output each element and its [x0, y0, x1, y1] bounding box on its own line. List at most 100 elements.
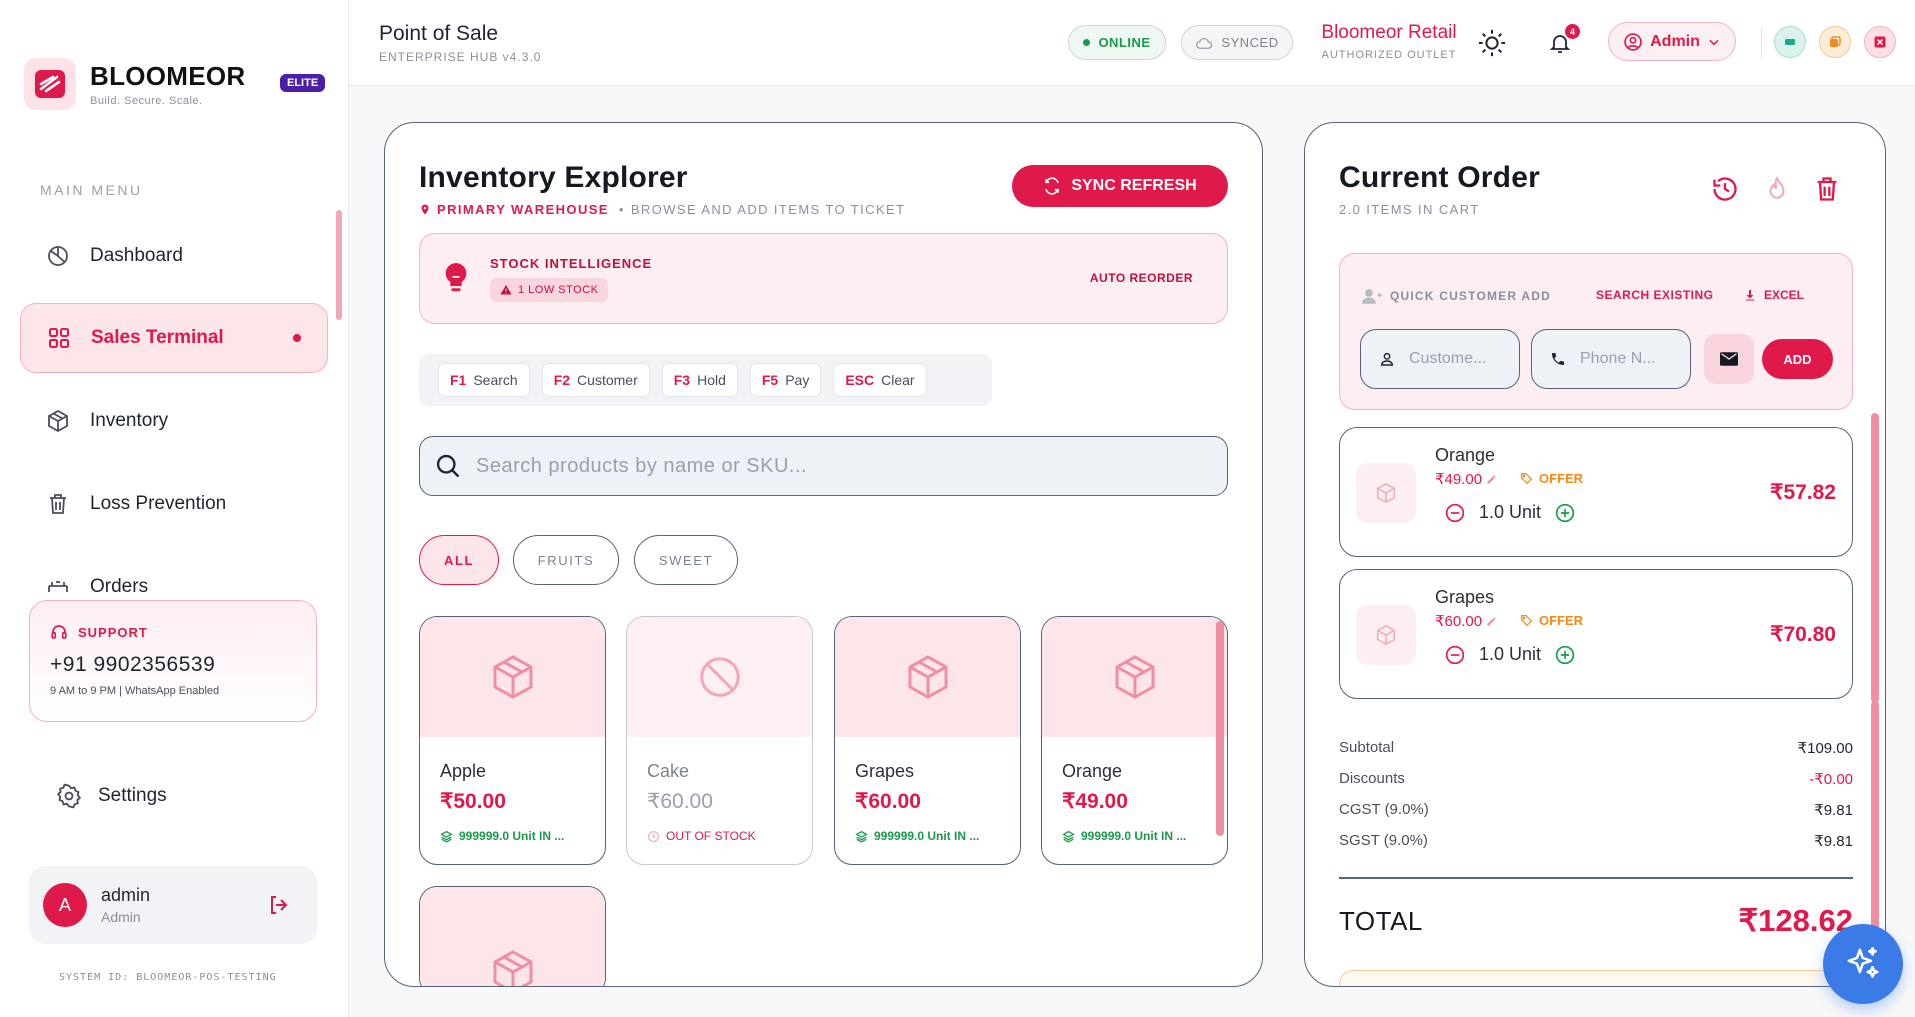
warning-icon: [500, 285, 512, 295]
restore-icon: [1830, 36, 1841, 47]
history-icon[interactable]: [1711, 175, 1739, 203]
brand[interactable]: BLOOMEOR Build. Secure. Scale.: [24, 58, 246, 110]
minus-circle-icon[interactable]: [1445, 503, 1465, 523]
summary-value: ₹109.00: [1797, 740, 1853, 757]
bell-icon: [1549, 35, 1571, 53]
cart-item-price[interactable]: ₹49.00: [1435, 470, 1497, 488]
minimize-button[interactable]: [1774, 26, 1806, 58]
total-label: TOTAL: [1339, 905, 1423, 936]
active-dot: [293, 334, 301, 342]
shortcut-hold[interactable]: F3 Hold: [661, 363, 738, 397]
auto-reorder-button[interactable]: AUTO REORDER: [1089, 271, 1193, 285]
order-scrollbar[interactable]: [1871, 701, 1879, 981]
product-grid-scrollbar[interactable]: [1216, 621, 1224, 836]
synced-label: SYNCED: [1221, 35, 1279, 50]
product-card-apple[interactable]: Apple ₹50.00 999999.0 Unit IN ...: [419, 616, 606, 865]
sidebar-item-orders[interactable]: Orders: [20, 550, 328, 592]
shortcut-key: F5: [761, 372, 779, 388]
summary-subtotal: Subtotal ₹109.00: [1339, 739, 1853, 757]
plus-circle-icon[interactable]: [1555, 645, 1575, 665]
sidebar-scrollbar[interactable]: [336, 210, 342, 320]
support-card[interactable]: SUPPORT +91 9902356539 9 AM to 9 PM | Wh…: [29, 600, 317, 722]
summary-label: SGST (9.0%): [1339, 832, 1428, 849]
support-label: SUPPORT: [78, 624, 148, 640]
cart-item-grapes[interactable]: Grapes ₹60.00 OFFER 1.0 Unit ₹70.80: [1339, 569, 1853, 699]
cart-item-price[interactable]: ₹60.00: [1435, 612, 1497, 630]
search-existing-button[interactable]: SEARCH EXISTING: [1596, 288, 1714, 302]
customer-phone-field[interactable]: [1531, 329, 1691, 389]
low-stock-badge[interactable]: 1 LOW STOCK: [490, 278, 609, 302]
page-title: Point of Sale: [379, 22, 499, 45]
stock-label: OUT OF STOCK: [666, 829, 756, 843]
topbar: Point of Sale ENTERPRISE HUB v4.3.0 ONLI…: [349, 0, 1915, 86]
customer-name-field[interactable]: [1360, 329, 1520, 389]
excel-button[interactable]: EXCEL: [1744, 288, 1804, 302]
customer-name-input[interactable]: [1409, 350, 1509, 368]
notifications-button[interactable]: 4: [1548, 24, 1580, 61]
product-card-partial[interactable]: [419, 886, 606, 986]
sidebar-item-label: Dashboard: [90, 245, 183, 266]
headset-icon: [51, 625, 67, 639]
close-button[interactable]: [1864, 26, 1896, 58]
ai-assistant-button[interactable]: [1823, 924, 1903, 1004]
shortcut-key: F2: [553, 372, 571, 388]
quantity-stepper: 1.0 Unit: [1445, 644, 1575, 665]
shortcut-search[interactable]: F1 Search: [438, 363, 530, 397]
box-icon: [493, 655, 532, 699]
shortcut-clear[interactable]: ESC Clear: [833, 363, 927, 397]
product-card-cake[interactable]: Cake ₹60.00 OUT OF STOCK: [626, 616, 813, 865]
trash-icon[interactable]: [1813, 175, 1841, 203]
category-sweet[interactable]: SWEET: [634, 535, 738, 585]
brand-logo: [24, 58, 76, 110]
product-card-grapes[interactable]: Grapes ₹60.00 999999.0 Unit IN ...: [834, 616, 1021, 865]
sidebar-item-dashboard[interactable]: Dashboard: [20, 221, 328, 291]
bullet: •: [618, 202, 625, 217]
settings-link[interactable]: Settings: [56, 783, 167, 809]
store-sub: AUTHORIZED OUTLET: [1321, 49, 1457, 61]
sidebar-item-sales-terminal[interactable]: Sales Terminal: [20, 303, 328, 373]
payment-panel-edge[interactable]: [1339, 970, 1853, 986]
pie-chart-icon: [48, 246, 68, 266]
offer-tag[interactable]: OFFER: [1520, 471, 1583, 486]
stock-intelligence-banner: STOCK INTELLIGENCE 1 LOW STOCK AUTO REOR…: [419, 233, 1228, 324]
product-card-orange[interactable]: Orange ₹49.00 999999.0 Unit IN ...: [1041, 616, 1228, 865]
product-stock: 999999.0 Unit IN ...: [440, 829, 564, 843]
email-button[interactable]: [1704, 334, 1754, 384]
sidebar-item-label: Inventory: [90, 410, 169, 431]
low-stock-label: 1 LOW STOCK: [518, 284, 599, 296]
offer-tag[interactable]: OFFER: [1520, 613, 1583, 628]
product-price: ₹60.00: [855, 790, 921, 813]
sync-refresh-button[interactable]: SYNC REFRESH: [1012, 165, 1228, 207]
refresh-icon: [1045, 177, 1060, 195]
summary-value: -₹0.00: [1809, 771, 1853, 788]
category-all[interactable]: ALL: [419, 535, 499, 585]
minus-circle-icon[interactable]: [1445, 645, 1465, 665]
shortcut-customer[interactable]: F2 Customer: [541, 363, 650, 397]
cart-item-orange[interactable]: Orange ₹49.00 OFFER 1.0 Unit ₹57.82: [1339, 427, 1853, 557]
restore-button[interactable]: [1819, 26, 1851, 58]
customer-phone-input[interactable]: [1580, 350, 1680, 368]
product-search[interactable]: [419, 436, 1228, 496]
menu-heading: MAIN MENU: [40, 182, 143, 198]
order-panel: Current Order 2.0 ITEMS IN CART QUICK CU…: [1304, 122, 1886, 987]
divider: [1761, 27, 1762, 59]
user-circle-icon: [1624, 32, 1642, 51]
category-fruits[interactable]: FRUITS: [513, 535, 619, 585]
cart-scrollbar[interactable]: [1871, 413, 1879, 703]
shortcut-label: Search: [473, 372, 518, 388]
summary-value: ₹9.81: [1814, 833, 1853, 850]
plus-circle-icon[interactable]: [1555, 503, 1575, 523]
shortcut-pay[interactable]: F5 Pay: [749, 363, 822, 397]
summary-label: Subtotal: [1339, 739, 1395, 756]
user-menu-button[interactable]: Admin: [1608, 22, 1736, 61]
sidebar-item-inventory[interactable]: Inventory: [20, 386, 328, 456]
shortcut-label: Pay: [785, 372, 810, 388]
search-input[interactable]: [476, 454, 1196, 478]
tag-icon: [1521, 615, 1533, 627]
add-customer-button[interactable]: ADD: [1762, 339, 1833, 379]
user-card[interactable]: A admin Admin: [29, 866, 317, 944]
sidebar-item-loss-prevention[interactable]: Loss Prevention: [20, 469, 328, 539]
logout-icon[interactable]: [267, 893, 291, 917]
sun-icon[interactable]: [1477, 28, 1507, 58]
flame-icon[interactable]: [1764, 175, 1790, 203]
